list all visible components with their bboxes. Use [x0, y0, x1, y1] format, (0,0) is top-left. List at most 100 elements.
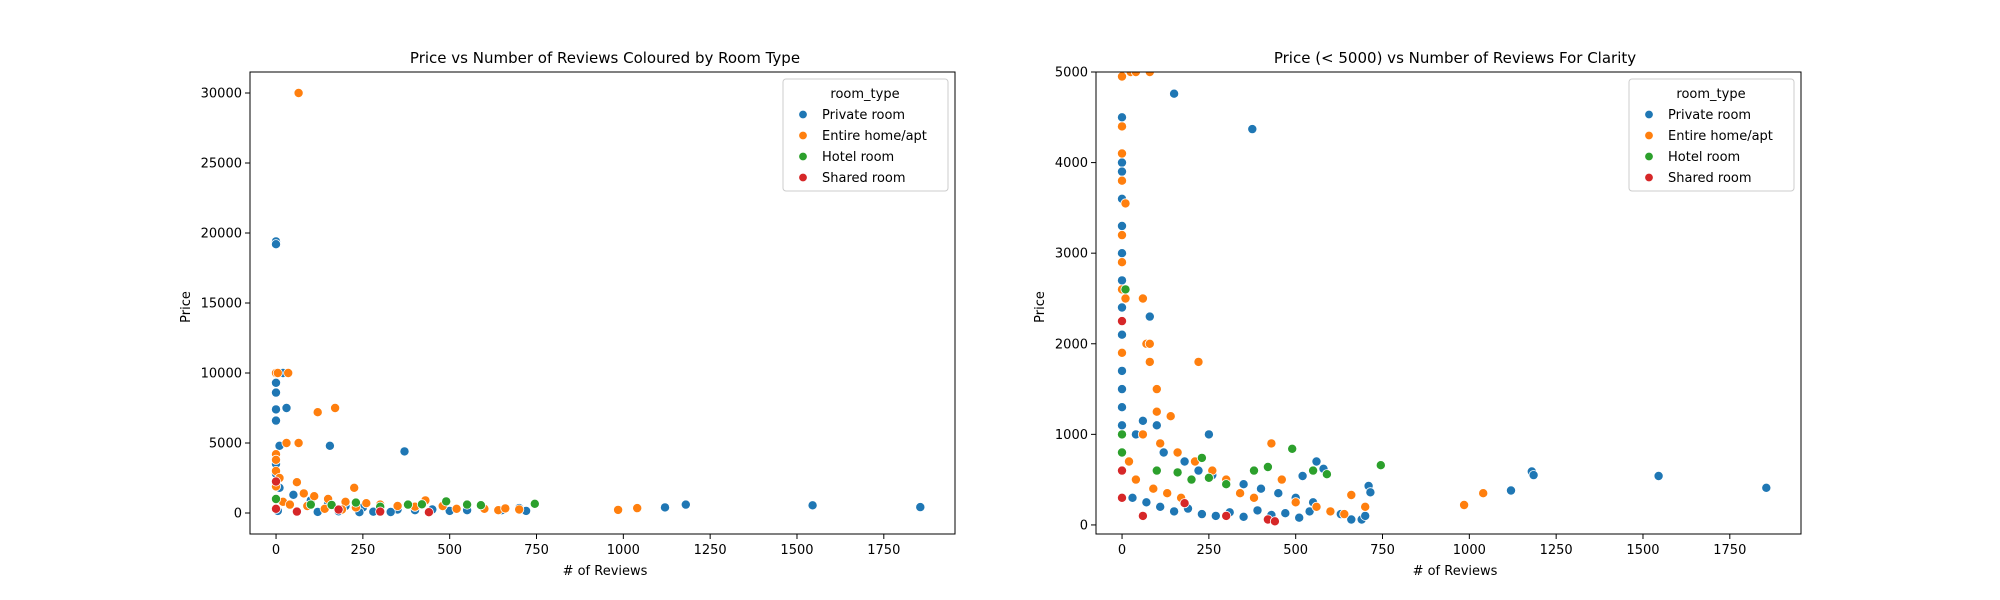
- point-entire-home-apt-21: [1137, 429, 1148, 440]
- point-hotel-room-7: [1262, 461, 1273, 472]
- y-tick-label: 4000: [1055, 156, 1088, 171]
- point-hotel-room-0: [1117, 429, 1128, 440]
- point-shared-room-5: [1221, 510, 1232, 521]
- point-entire-home-apt-41: [1148, 483, 1159, 494]
- point-entire-home-apt-5: [330, 402, 341, 413]
- point-entire-home-apt-7: [1120, 198, 1131, 209]
- point-hotel-room-7: [475, 500, 486, 511]
- point-hotel-room-14: [1186, 474, 1197, 485]
- point-entire-home-apt-37: [1459, 499, 1470, 510]
- point-private-room-2: [1247, 124, 1258, 135]
- point-private-room-39: [1506, 485, 1517, 496]
- point-entire-home-apt-16: [1144, 356, 1155, 367]
- x-tick-label: 500: [437, 543, 462, 558]
- point-entire-home-apt-9: [270, 454, 281, 465]
- point-private-room-50: [1210, 510, 1221, 521]
- legend-frame: [1628, 78, 1795, 192]
- point-entire-home-apt-38: [1478, 488, 1489, 499]
- point-private-room-41: [1528, 470, 1539, 481]
- point-private-room-18: [1137, 415, 1148, 426]
- point-shared-room-4: [1179, 498, 1190, 509]
- point-hotel-room-11: [1375, 460, 1386, 471]
- point-hotel-room-1: [350, 497, 361, 508]
- point-private-room-3: [1117, 157, 1128, 168]
- point-private-room-44: [1127, 492, 1138, 503]
- point-shared-room-4: [375, 506, 386, 517]
- point-private-room-9: [1117, 302, 1128, 313]
- point-entire-home-apt-39: [1124, 456, 1135, 467]
- point-private-room-6: [1117, 220, 1128, 231]
- point-entire-home-apt-33: [284, 499, 295, 510]
- point-entire-home-apt-9: [1117, 257, 1128, 268]
- point-entire-home-apt-3: [283, 367, 294, 378]
- point-entire-home-apt-31: [1290, 497, 1301, 508]
- x-tick-label: 0: [1118, 543, 1126, 558]
- point-private-room-1: [270, 239, 281, 250]
- point-hotel-room-5: [441, 496, 452, 507]
- point-shared-room-0: [270, 476, 281, 487]
- point-private-room-45: [1141, 497, 1152, 508]
- legend-marker: [1644, 172, 1654, 183]
- point-private-room-0: [1117, 112, 1128, 123]
- x-tick-label: 1750: [867, 543, 900, 558]
- point-hotel-room-5: [1221, 479, 1232, 490]
- point-private-room-10: [324, 440, 335, 451]
- point-hotel-room-6: [1249, 465, 1260, 476]
- legend-entry-label: Private room: [822, 108, 905, 123]
- point-entire-home-apt-0: [293, 88, 304, 99]
- x-tick-label: 0: [272, 543, 280, 558]
- point-entire-home-apt-36: [1360, 501, 1371, 512]
- point-hotel-room-0: [270, 493, 281, 504]
- plot-area: [270, 88, 926, 518]
- point-entire-home-apt-12: [291, 477, 302, 488]
- point-shared-room-3: [333, 504, 344, 515]
- point-entire-home-apt-14: [349, 482, 360, 493]
- legend-frame: [782, 78, 949, 192]
- point-hotel-room-4: [416, 499, 427, 510]
- point-hotel-room-10: [1321, 469, 1332, 480]
- point-entire-home-apt-40: [1130, 474, 1141, 485]
- legend-title: room_type: [830, 87, 899, 102]
- point-private-room-28: [1273, 488, 1284, 499]
- point-shared-room-2: [1117, 492, 1128, 503]
- x-tick-label: 750: [524, 543, 549, 558]
- legend-marker: [798, 109, 808, 120]
- point-entire-home-apt-8: [1117, 230, 1128, 241]
- point-private-room-55: [1280, 508, 1291, 519]
- point-entire-home-apt-32: [1311, 501, 1322, 512]
- point-shared-room-7: [1269, 516, 1280, 527]
- point-private-room-52: [1238, 511, 1249, 522]
- x-tick-label: 250: [1196, 543, 1221, 558]
- legend-entry-label: Entire home/apt: [822, 129, 927, 144]
- point-entire-home-apt-4: [312, 407, 323, 418]
- point-private-room-8: [270, 415, 281, 426]
- point-private-room-27: [1256, 483, 1267, 494]
- point-private-room-49: [1196, 509, 1207, 520]
- legend-entry-label: Entire home/apt: [1668, 129, 1773, 144]
- point-entire-home-apt-30: [613, 504, 624, 515]
- legend-marker: [1644, 109, 1654, 120]
- point-entire-home-apt-15: [298, 488, 309, 499]
- point-private-room-46: [1155, 501, 1166, 512]
- point-entire-home-apt-19: [1151, 406, 1162, 417]
- point-hotel-room-8: [1287, 443, 1298, 454]
- x-tick-label: 1500: [1626, 543, 1659, 558]
- point-private-room-33: [807, 500, 818, 511]
- point-entire-home-apt-23: [1172, 447, 1183, 458]
- x-tick-label: 1500: [780, 543, 813, 558]
- point-private-room-36: [1360, 510, 1371, 521]
- y-tick-label: 3000: [1055, 247, 1088, 262]
- point-private-room-34: [915, 502, 926, 513]
- point-hotel-room-3: [402, 499, 413, 510]
- point-entire-home-apt-12: [1137, 293, 1148, 304]
- point-private-room-13: [1117, 365, 1128, 376]
- legend: room_type Private room Entire home/apt Hote…: [1628, 78, 1795, 192]
- point-entire-home-apt-16: [309, 491, 320, 502]
- point-shared-room-1: [1117, 465, 1128, 476]
- point-hotel-room-3: [1196, 452, 1207, 463]
- point-entire-home-apt-2: [272, 367, 283, 378]
- point-private-room-58: [1297, 470, 1308, 481]
- point-hotel-room-12: [1151, 465, 1162, 476]
- point-entire-home-apt-42: [1162, 488, 1173, 499]
- point-entire-home-apt-14: [1144, 338, 1155, 349]
